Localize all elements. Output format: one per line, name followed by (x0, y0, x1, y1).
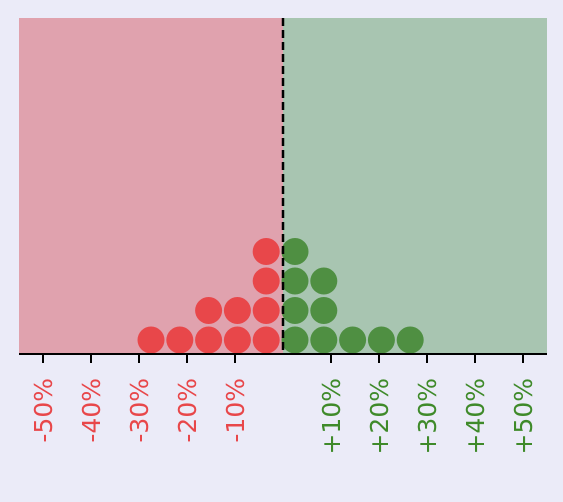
x-tick-label: -20% (173, 378, 202, 443)
dot-positive (281, 267, 309, 295)
x-axis-tick-labels: -50% -40% -30% -20% -10% +10% +20% +30% +40% +50% (29, 378, 538, 455)
dot-negative (166, 326, 194, 354)
dot-negative (252, 297, 280, 324)
dot-positive (281, 326, 309, 354)
dot-positive (339, 326, 367, 354)
x-tick-label: +50% (509, 378, 538, 455)
x-tick-label: -50% (29, 378, 58, 443)
x-tick-label: +30% (413, 378, 442, 455)
dot-negative (252, 326, 280, 354)
x-tick-label: +10% (317, 378, 346, 455)
dots-group (137, 238, 424, 354)
dot-positive (310, 267, 338, 295)
dot-negative (137, 326, 165, 354)
dot-positive (310, 326, 338, 354)
x-tick-label: -40% (77, 378, 106, 443)
dot-negative (252, 267, 280, 295)
dot-positive (396, 326, 424, 354)
dot-positive (281, 297, 309, 324)
dot-positive (367, 326, 395, 354)
x-tick-label: -30% (125, 378, 154, 443)
dot-negative (195, 326, 223, 354)
dot-negative (252, 238, 280, 265)
dot-negative (223, 326, 251, 354)
x-tick-label: +40% (461, 378, 490, 455)
x-tick-label: -10% (221, 378, 250, 443)
dot-negative (223, 297, 251, 324)
dot-negative (195, 297, 223, 324)
dot-positive (281, 238, 309, 265)
dot-positive (310, 297, 338, 324)
x-tick-label: +20% (365, 378, 394, 455)
x-axis-ticks (42, 354, 524, 363)
